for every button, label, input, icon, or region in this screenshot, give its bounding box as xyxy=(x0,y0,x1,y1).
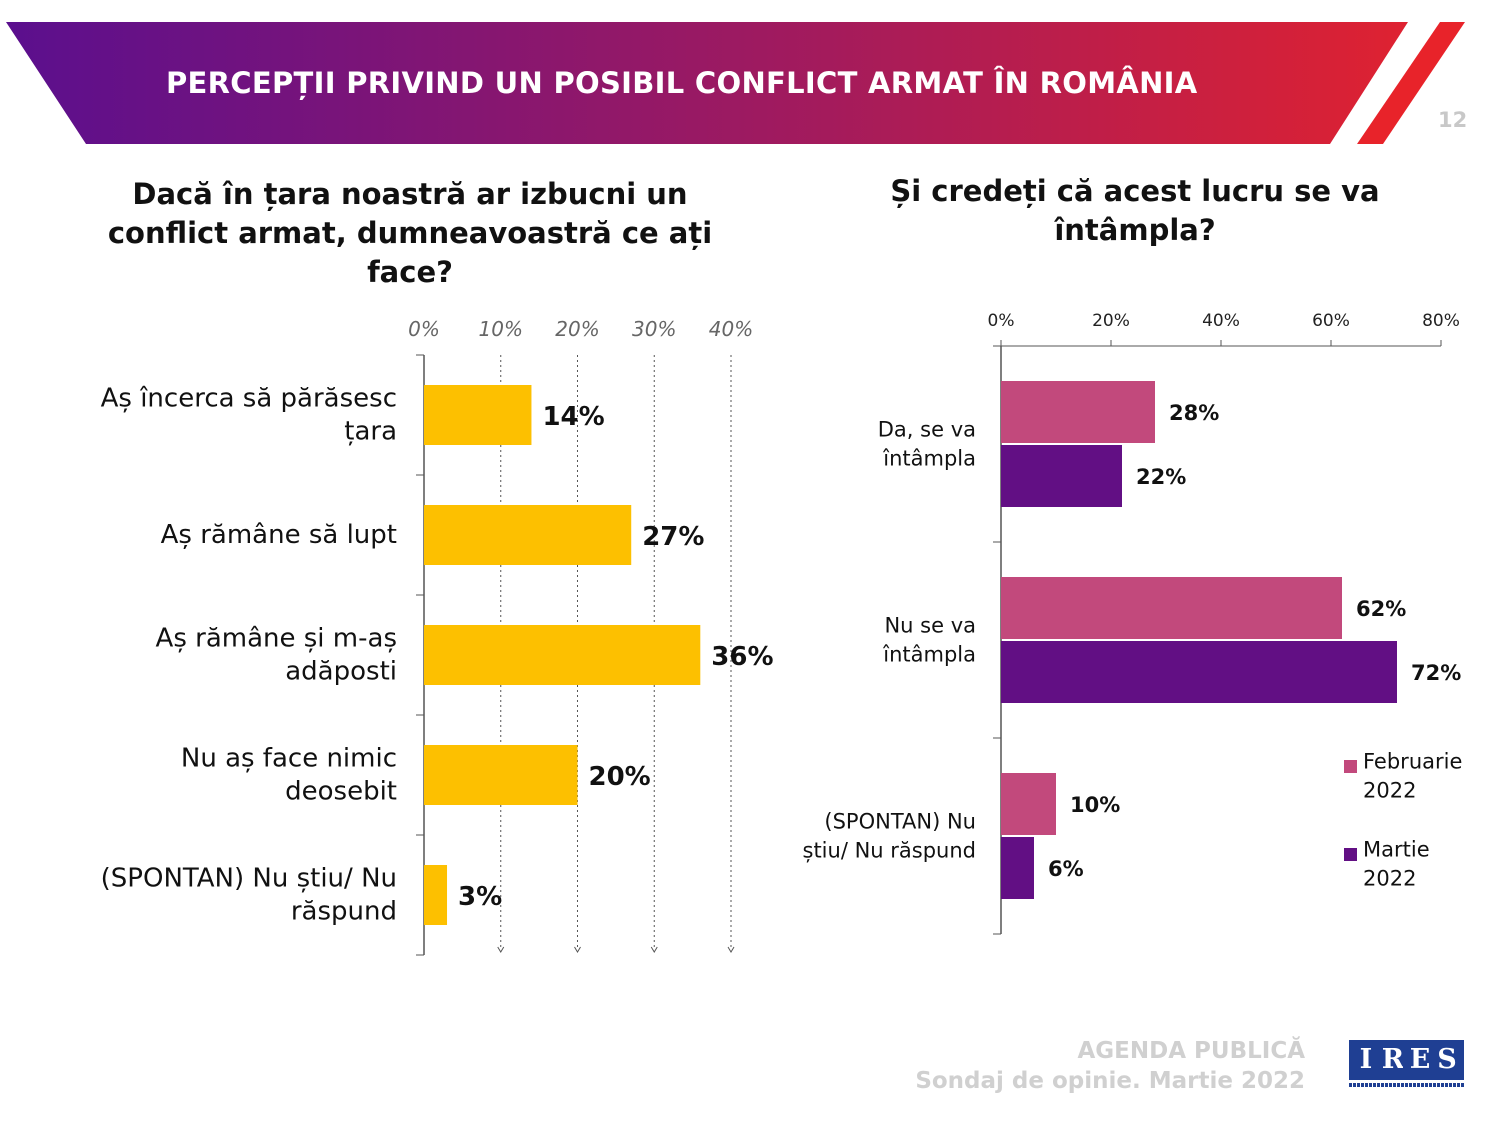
banner-shape xyxy=(6,0,1500,144)
bar-value-label: 10% xyxy=(1070,793,1120,817)
header-banner xyxy=(6,0,1500,144)
bar xyxy=(1001,445,1122,507)
x-tick-label: 0% xyxy=(408,317,440,341)
logo-subtitle-strip xyxy=(1349,1083,1464,1087)
logo-letter: S xyxy=(1430,1040,1464,1080)
bar xyxy=(424,385,532,445)
category-label: (SPONTAN) Nu știu/ Nu răspund xyxy=(101,864,397,927)
legend-label: Martie 2022 xyxy=(1363,838,1430,891)
bar-value-label: 3% xyxy=(458,882,502,912)
bar-value-label: 62% xyxy=(1356,597,1406,621)
bar xyxy=(424,625,701,685)
bar-value-label: 28% xyxy=(1169,401,1219,425)
footer-survey: Sondaj de opinie. Martie 2022 xyxy=(915,1068,1305,1094)
page-title: PERCEPȚII PRIVIND UN POSIBIL CONFLICT AR… xyxy=(166,66,1198,100)
category-label: (SPONTAN) Nu știu/ Nu răspund xyxy=(803,810,977,863)
footer-agenda: AGENDA PUBLICĂ xyxy=(1077,1038,1306,1064)
x-tick-label: 60% xyxy=(1312,311,1350,331)
bar-value-label: 20% xyxy=(589,762,651,792)
gridline-arrow xyxy=(727,946,735,953)
chart1-title: Dacă în țara noastră ar izbucni un confl… xyxy=(107,177,713,289)
x-tick-label: 30% xyxy=(632,317,676,341)
bar xyxy=(1001,381,1155,443)
chart2-title: Și credeți că acest lucru se va întâmpla… xyxy=(890,174,1380,247)
bar xyxy=(1001,641,1397,703)
x-tick-label: 20% xyxy=(555,317,599,341)
legend-label: Februarie 2022 xyxy=(1363,750,1462,803)
bar xyxy=(1001,773,1056,835)
gridline-arrow xyxy=(497,946,505,953)
gridline-arrow xyxy=(574,946,581,953)
bar xyxy=(1001,837,1034,899)
x-tick-label: 80% xyxy=(1422,311,1460,331)
x-tick-label: 20% xyxy=(1092,311,1130,331)
bar-value-label: 14% xyxy=(542,402,604,432)
x-tick-label: 40% xyxy=(1202,311,1240,331)
banner-accent-stripe xyxy=(1357,22,1465,144)
category-label: Nu aș face nimic deosebit xyxy=(181,744,397,807)
legend-swatch xyxy=(1344,760,1357,773)
legend-swatch xyxy=(1344,848,1357,861)
gridline-arrow xyxy=(650,946,658,953)
bar-value-label: 36% xyxy=(711,642,773,672)
bar-value-label: 22% xyxy=(1136,465,1186,489)
bar-value-label: 72% xyxy=(1411,661,1461,685)
x-tick-label: 0% xyxy=(988,311,1015,331)
category-label: Aș rămâne să lupt xyxy=(161,520,397,550)
category-label: Nu se va întâmpla xyxy=(882,614,976,667)
page-number: 12 xyxy=(1438,108,1468,132)
x-tick-label: 10% xyxy=(479,317,523,341)
ires-logo: I R E S xyxy=(1349,1040,1464,1090)
bar xyxy=(1001,577,1342,639)
bar-value-label: 6% xyxy=(1048,857,1084,881)
banner-top-strip xyxy=(160,0,1500,22)
category-label: Aș rămâne și m-aș adăposti xyxy=(156,624,397,687)
bar xyxy=(424,505,632,565)
bar-value-label: 27% xyxy=(642,522,704,552)
bar xyxy=(424,865,448,925)
bar xyxy=(424,745,578,805)
x-tick-label: 40% xyxy=(709,317,753,341)
category-label: Da, se va întâmpla xyxy=(878,418,976,471)
category-label: Aș încerca să părăsesc țara xyxy=(101,384,397,447)
